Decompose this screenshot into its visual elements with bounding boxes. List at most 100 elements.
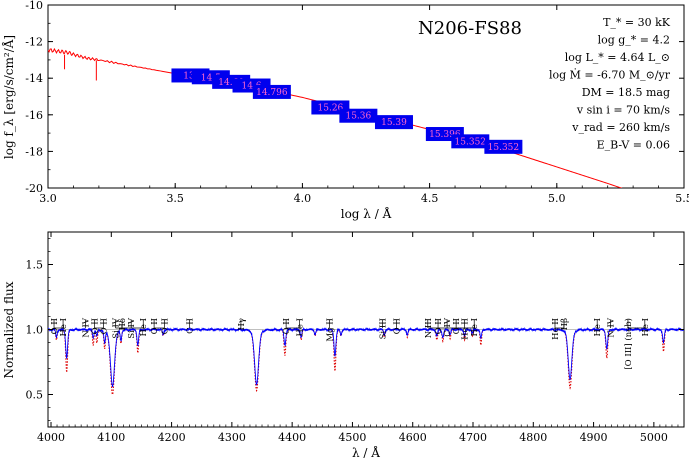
stellar-parameter: E_B-V = 0.06 [597,139,670,152]
line-id-label: He I [593,318,603,337]
stellar-parameter: log g_* = 4.2 [598,34,670,47]
line-id-label: He I [641,318,651,337]
line-id-label: Mg II [326,318,336,342]
photometry-label: 15.352 [488,143,520,153]
line-id: He I [593,318,603,337]
photometry-label: 14.796 [256,88,288,98]
spectrum-x-tick-label: 5000 [640,431,668,444]
line-id: N IV [81,317,91,337]
spectrum-y-tick-label: 1.0 [26,324,44,337]
photometry-label: 15.396 [429,130,461,140]
spectrum-x-ticks: 4000 4100 4200 4300 4400 4500 4600 4700 4800 4900… [37,232,679,444]
photometry-box [374,115,413,130]
stellar-parameter: T_* = 30 kK [603,16,671,29]
sed-y-tick-label: -16 [25,109,43,122]
stellar-parameters: T_* = 30 kK log g_* = 4.2 log L_* = 4.64 L… [549,16,671,152]
sed-x-tick-label: 4.0 [294,192,312,205]
photometry-marker: 15.36 [339,108,378,123]
line-id: Si III [379,318,389,339]
spectrum-x-axis-label: λ / Å [352,445,380,460]
sed-x-tick-label: 5.5 [675,192,689,205]
line-id-label: Hβ [560,318,570,330]
sed-x-ticks: 3.0 3.5 4.0 4.5 5.0 5.5 [39,5,689,205]
photometry-label: 14.60 [218,78,244,88]
photometry-marker: 15.352 [484,139,523,154]
spectrum-x-tick-label: 4200 [158,431,186,444]
photometry-box [484,139,523,154]
spectrum-x-tick-label: 4400 [278,431,306,444]
line-id-label: Si III [379,318,389,339]
line-id-label: He II [461,318,471,340]
sed-y-tick-label: -18 [25,145,43,158]
line-id: [O III] (neb) [623,318,634,370]
line-id: O II [392,318,402,334]
line-id-label: Hγ [237,318,247,331]
line-id: O II [434,318,444,334]
spectrum-y-tick-label: 1.5 [26,259,44,272]
stellar-parameter: v_rad = 260 km/s [571,121,670,134]
photometry-marker: 15.39 [374,115,413,130]
sed-x-tick-label: 3.5 [166,192,184,205]
line-id: He II [461,318,471,340]
line-id: He I [470,318,480,337]
observed-spectrum [48,326,684,388]
line-id: He II [551,318,561,340]
line-id: He I [295,318,305,337]
spectrum-x-tick-label: 4000 [37,431,65,444]
line-id: O II [90,318,100,334]
line-id-label: O II [282,318,292,334]
photometry-box [339,108,378,123]
line-id: Mg II [326,318,336,342]
photometry-label: 14.5 [201,73,221,83]
line-id: O II [50,318,60,334]
photometry-box [451,134,490,149]
line-id-label: O II [90,318,100,334]
line-id-label: O II [452,318,462,334]
line-id: O II [100,318,110,334]
sed-x-tick-label: 5.0 [548,192,566,205]
spectrum-y-tick-label: 0.5 [26,389,44,402]
line-id-label: He I [59,318,69,337]
stellar-parameter: log Ṁ = -6.70 M_⊙/yr [549,68,671,82]
model-spectrum [48,328,684,397]
line-id: O II [150,318,160,334]
line-id-label: Hδ [118,318,128,331]
line-id-label: N IV [81,317,91,337]
line-id: O II [452,318,462,334]
photometry-marker: 14.796 [252,84,291,99]
photometry-label: 15.36 [345,112,371,122]
spectrum-x-tick-label: 4800 [519,431,547,444]
line-id: N IV [607,317,617,337]
stellar-parameter: DM = 18.5 mag [582,86,670,99]
spectrum-y-axis-label: Normalized flux [2,281,16,378]
stellar-parameter: log L_* = 4.64 L_⊙ [565,51,670,64]
line-id: C IV [443,317,453,337]
spectrum-x-tick-label: 4600 [399,431,427,444]
line-id-label: He II [551,318,561,340]
photometry-label: 15.26 [318,103,344,113]
spectrum-x-tick-label: 4100 [97,431,125,444]
sed-x-tick-label: 4.5 [421,192,439,205]
line-id-label: O II [50,318,60,334]
sed-chart-title: N206-FS88 [418,18,522,39]
line-id: He I [641,318,651,337]
line-id-label: [O III] (neb) [623,318,634,370]
sed-y-tick-label: -10 [25,0,43,12]
line-id-label: C IV [443,317,453,337]
sed-y-axis-label: log f_λ [erg/s/cm²/Å] [1,35,16,159]
spectrum-x-tick-label: 4300 [218,431,246,444]
spectrum-x-tick-label: 4900 [580,431,608,444]
line-id-label: He I [139,318,149,337]
line-id-label: O II [100,318,110,334]
line-id: He I [139,318,149,337]
photometry-label: 15.352 [455,137,487,147]
line-id: He I [59,318,69,337]
line-id-label: He I [295,318,305,337]
line-id-label: O II [434,318,444,334]
sed-y-tick-label: -20 [25,182,43,195]
